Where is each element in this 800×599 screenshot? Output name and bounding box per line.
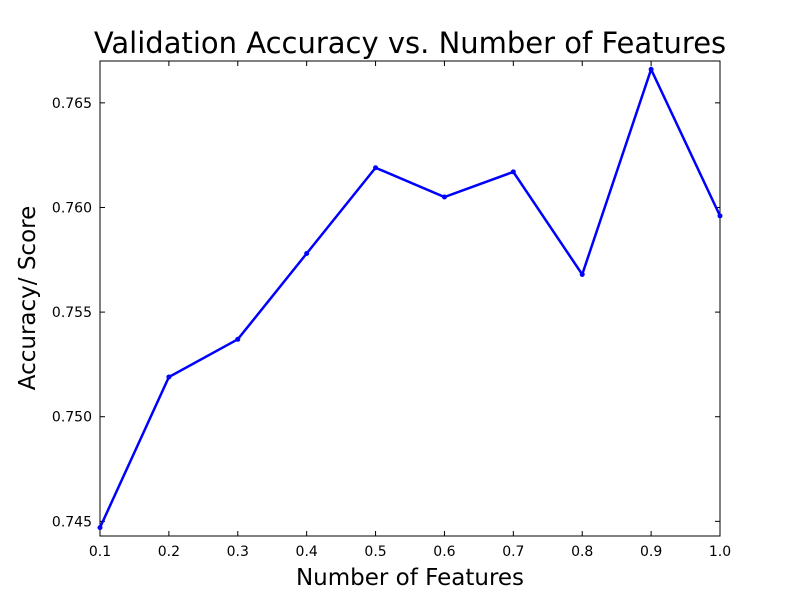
data-point [648,66,654,72]
data-point [304,251,310,257]
x-axis-label: Number of Features [296,565,524,591]
y-axis-ticks: 0.745 0.750 0.755 0.760 0.765 [52,96,720,530]
data-point [166,374,172,380]
x-tick-label: 0.5 [364,544,386,560]
x-tick-label: 0.9 [640,544,662,560]
x-tick-label: 0.8 [571,544,593,560]
data-point [510,169,516,175]
y-tick-label: 0.760 [52,200,92,216]
series-line [98,66,722,529]
plot-area-frame [99,60,721,537]
x-axis-ticks: 0.1 0.2 0.3 0.4 0.5 0.6 0.7 0.8 0.9 1.0 [89,61,731,560]
data-point [579,271,585,277]
data-point [235,336,241,342]
y-tick-label: 0.750 [52,410,92,426]
x-tick-label: 0.4 [296,544,318,560]
y-tick-label: 0.745 [52,514,92,530]
data-point [373,165,379,171]
y-tick-label: 0.755 [52,305,92,321]
x-tick-label: 0.2 [158,544,180,560]
chart-title: Validation Accuracy vs. Number of Featur… [94,26,726,60]
data-point [97,525,103,531]
x-tick-label: 0.3 [227,544,249,560]
series-layer [97,66,723,531]
x-tick-label: 0.7 [502,544,524,560]
y-tick-label: 0.765 [52,96,92,112]
x-tick-label: 0.6 [433,544,455,560]
x-tick-label: 1.0 [709,544,731,560]
x-tick-label: 0.1 [89,544,111,560]
data-point [441,194,447,200]
y-axis-label: Accuracy/ Score [15,206,41,390]
data-point [717,213,723,219]
